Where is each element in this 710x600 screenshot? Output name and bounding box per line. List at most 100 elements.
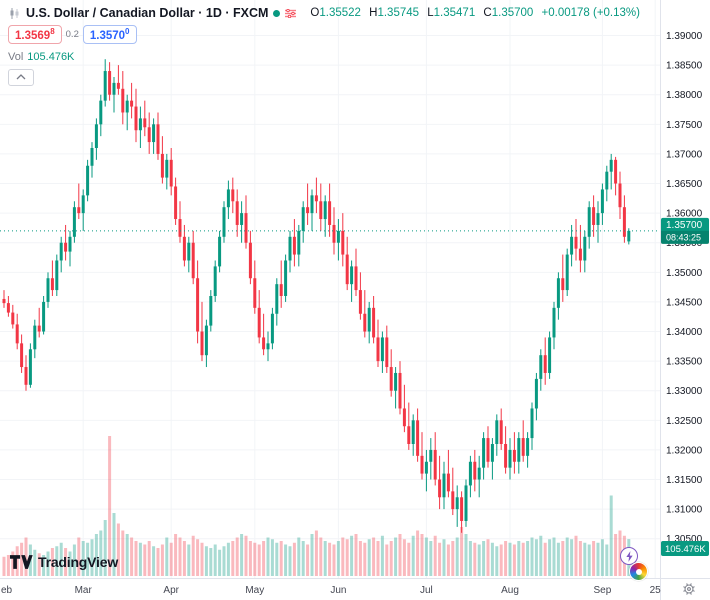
volume-bar xyxy=(534,539,538,576)
candle-body xyxy=(583,236,587,261)
candle-body xyxy=(130,100,134,107)
candle-body xyxy=(143,118,147,128)
volume-bar xyxy=(191,535,195,576)
volume-bar xyxy=(204,546,208,576)
candle-body xyxy=(543,355,547,373)
candle-body xyxy=(204,325,208,356)
volume-bar xyxy=(336,541,340,576)
candle-body xyxy=(275,284,279,314)
volume-bar xyxy=(609,495,613,576)
market-status-icon[interactable] xyxy=(273,9,281,17)
candle-body xyxy=(345,254,349,285)
candle-body xyxy=(402,408,406,427)
candle-body xyxy=(420,455,424,474)
candle-body xyxy=(147,127,151,143)
candle-body xyxy=(605,171,609,190)
sell-button[interactable]: 1.35698 xyxy=(8,25,62,44)
time-tick-label: May xyxy=(245,585,264,596)
candle-body xyxy=(253,278,257,308)
candle-body xyxy=(200,331,204,356)
collapse-legend-button[interactable] xyxy=(8,68,34,86)
volume-bar xyxy=(138,542,142,576)
candle-body xyxy=(407,426,411,444)
candle-body xyxy=(2,298,6,304)
volume-bar xyxy=(24,537,28,576)
volume-bar xyxy=(354,534,358,576)
candle-body xyxy=(213,266,217,296)
price-axis[interactable]: 1.39000 1.38500 1.38000 1.37500 1.37000 1.365… xyxy=(666,31,703,545)
volume-bar xyxy=(108,436,112,576)
candle-body xyxy=(354,266,358,291)
candle-body xyxy=(301,207,305,231)
volume-bar xyxy=(380,535,384,576)
candle-body xyxy=(262,337,266,350)
volume-bar xyxy=(570,539,574,576)
volume-bar xyxy=(548,539,552,576)
price-tick-label: 1.37500 xyxy=(666,120,703,131)
candle-body xyxy=(174,186,178,220)
volume-bar xyxy=(433,535,437,576)
volume-bar xyxy=(429,541,433,576)
candle-body xyxy=(64,242,68,252)
price-tick-label: 1.34000 xyxy=(666,327,703,338)
candle-body xyxy=(504,444,508,468)
candle-body xyxy=(156,124,160,154)
tradingview-logo[interactable]: TradingView xyxy=(10,554,118,570)
volume-bar xyxy=(420,534,424,576)
candle-body xyxy=(46,278,50,302)
candle-body xyxy=(72,207,76,237)
change-value: +0.00178 (+0.13%) xyxy=(541,7,640,19)
candle-body xyxy=(112,82,116,95)
candle-body xyxy=(284,260,288,296)
volume-bar xyxy=(517,541,521,576)
candle-body xyxy=(389,367,393,391)
volume-bar xyxy=(55,546,59,576)
candle-body xyxy=(473,461,477,480)
quick-order-button[interactable] xyxy=(620,547,638,565)
time-tick-label: Sep xyxy=(594,585,612,596)
candle-body xyxy=(270,313,274,344)
volume-bar xyxy=(20,542,24,576)
candle-body xyxy=(108,71,112,95)
buy-button[interactable]: 1.35700 xyxy=(82,25,137,44)
ohlc-readout: O1.35522 H1.35745 L1.35471 C1.35700 +0.0… xyxy=(305,7,640,19)
candle-body xyxy=(134,106,138,131)
community-globe-icon[interactable] xyxy=(629,562,648,581)
chevron-up-icon xyxy=(16,74,26,80)
volume-bar xyxy=(112,513,116,576)
candles-layer[interactable] xyxy=(2,59,631,533)
spread-value: 0.2 xyxy=(65,28,79,40)
volume-bar xyxy=(235,537,239,576)
tradingview-logo-text: TradingView xyxy=(38,554,119,570)
volume-bar xyxy=(310,534,314,576)
price-tick-label: 1.31000 xyxy=(666,505,703,516)
volume-bar xyxy=(103,520,107,576)
candle-body xyxy=(68,236,72,252)
time-axis[interactable]: eb Mar Apr May Jun Jul Aug Sep 25 xyxy=(1,585,661,596)
volume-bar xyxy=(398,534,402,576)
source-menu-icon[interactable] xyxy=(285,8,297,18)
candle-body xyxy=(15,324,19,344)
candle-body xyxy=(372,307,376,338)
volume-bar xyxy=(6,555,10,576)
volume-bar xyxy=(394,537,398,576)
volume-bar xyxy=(512,544,516,576)
volume-bar xyxy=(218,549,222,576)
volume-bar xyxy=(165,537,169,576)
candle-body xyxy=(556,278,560,308)
candle-body xyxy=(416,420,420,456)
volume-bar xyxy=(266,537,270,576)
instrument-icon[interactable] xyxy=(8,7,21,20)
volume-bar xyxy=(565,537,569,576)
candle-body xyxy=(570,236,574,255)
candle-body xyxy=(37,325,41,332)
volume-bar xyxy=(222,546,226,576)
volume-bar xyxy=(350,535,354,576)
candle-body xyxy=(438,479,442,498)
candle-body xyxy=(442,473,446,498)
symbol-title[interactable]: U.S. Dollar / Canadian Dollar · 1D · FXC… xyxy=(26,6,269,20)
volume-bar xyxy=(385,544,389,576)
candle-body xyxy=(86,165,90,196)
time-axis-settings-gear-icon[interactable] xyxy=(683,583,695,595)
